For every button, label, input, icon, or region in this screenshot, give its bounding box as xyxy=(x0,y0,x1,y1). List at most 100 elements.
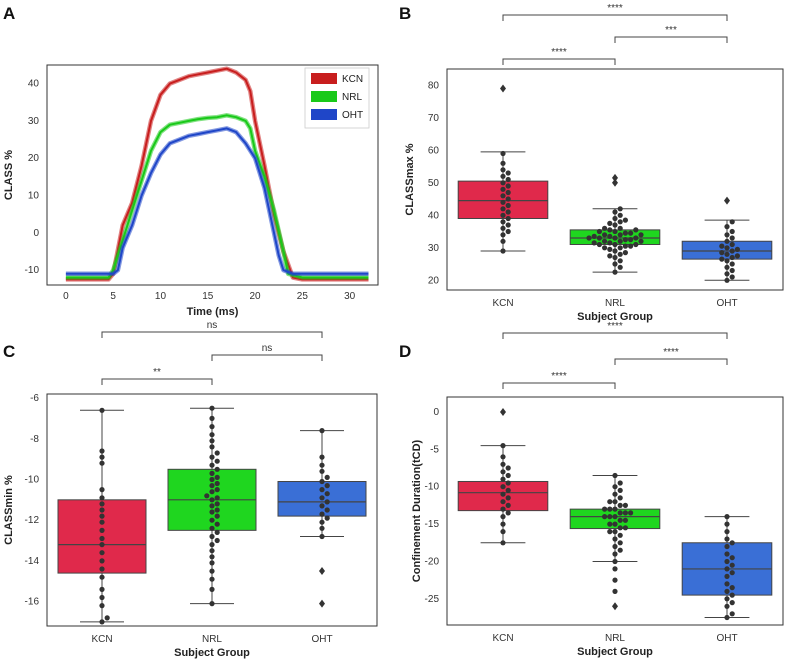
swarm-point-oht xyxy=(729,600,735,606)
swarm-point-kcn xyxy=(505,465,511,471)
swarm-point-nrl xyxy=(209,533,215,540)
swarm-point-nrl xyxy=(622,525,629,531)
y-tick-label-b: 80 xyxy=(428,80,440,91)
swarm-point-nrl xyxy=(612,536,618,542)
legend-swatch-oht xyxy=(311,109,337,120)
swarm-point-nrl xyxy=(209,483,215,489)
swarm-point-nrl xyxy=(209,454,215,460)
y-axis-label-a: CLASS % xyxy=(3,150,15,200)
swarm-point-oht xyxy=(324,507,330,513)
panel-label-d: D xyxy=(399,342,411,361)
swarm-point-kcn xyxy=(99,550,105,556)
swarm-point-kcn xyxy=(99,507,105,513)
swarm-point-nrl xyxy=(617,212,623,218)
swarm-point-nrl xyxy=(209,497,215,503)
swarm-point-oht xyxy=(729,555,735,561)
x-tick-label-kcn: KCN xyxy=(492,298,513,309)
swarm-point-kcn xyxy=(505,222,511,228)
swarm-point-nrl xyxy=(617,219,623,225)
swarm-point-nrl xyxy=(612,529,618,535)
swarm-point-kcn xyxy=(505,176,511,183)
swarm-point-nrl xyxy=(622,237,629,243)
swarm-point-nrl xyxy=(209,586,215,593)
swarm-point-kcn xyxy=(500,491,506,497)
significance-bracket-kcn-nrl xyxy=(502,58,616,65)
swarm-point-nrl xyxy=(209,554,215,560)
swarm-point-kcn xyxy=(500,225,506,231)
significance-label-nrl-oht: *** xyxy=(665,25,677,36)
swarm-point-nrl xyxy=(209,470,215,476)
significance-bracket-kcn-nrl xyxy=(101,378,213,385)
swarm-point-kcn xyxy=(505,495,511,501)
swarm-point-nrl xyxy=(617,540,623,546)
swarm-point-nrl xyxy=(607,499,613,505)
swarm-point-nrl xyxy=(209,601,215,607)
panel-label-c: C xyxy=(3,342,15,361)
swarm-point-nrl xyxy=(628,230,634,236)
y-tick-label-a: -10 xyxy=(25,265,40,276)
swarm-point-kcn xyxy=(505,480,511,486)
swarm-point-nrl xyxy=(596,235,603,241)
swarm-point-nrl xyxy=(622,243,629,249)
swarm-point-kcn xyxy=(500,150,506,157)
swarm-point-oht xyxy=(319,495,325,501)
legend-swatch-nrl xyxy=(311,91,337,102)
x-tick-label-oht: OHT xyxy=(311,634,332,645)
swarm-point-nrl xyxy=(209,415,215,421)
swarm-point-oht xyxy=(324,483,330,489)
x-tick-label-a: 30 xyxy=(344,291,356,302)
swarm-point-oht xyxy=(319,428,325,434)
swarm-point-nrl xyxy=(214,521,220,527)
y-axis-label-b: CLASSmax % xyxy=(404,143,416,215)
y-tick-label-d: -10 xyxy=(425,482,440,493)
significance-label-nrl-oht: ns xyxy=(262,343,273,354)
legend-label-nrl: NRL xyxy=(342,92,362,103)
swarm-point-kcn xyxy=(500,167,506,173)
swarm-point-oht xyxy=(729,261,735,267)
x-tick-label-a: 20 xyxy=(249,291,261,302)
swarm-point-nrl xyxy=(617,525,623,531)
significance-label-kcn-oht: **** xyxy=(607,321,623,332)
swarm-point-nrl xyxy=(617,532,623,538)
panel-label-a: A xyxy=(3,4,15,23)
swarm-point-kcn xyxy=(99,566,105,572)
swarm-point-oht xyxy=(719,256,725,262)
y-tick-label-c: -10 xyxy=(25,474,40,485)
x-tick-label-oht: OHT xyxy=(716,633,737,644)
swarm-point-nrl xyxy=(612,269,618,275)
swarm-point-kcn xyxy=(500,529,506,535)
swarm-point-oht xyxy=(724,558,730,565)
swarm-point-oht xyxy=(729,562,735,568)
swarm-point-oht xyxy=(729,274,735,280)
swarm-point-kcn xyxy=(500,469,506,475)
swarm-point-nrl xyxy=(617,495,623,501)
swarm-point-kcn xyxy=(500,540,506,546)
swarm-point-kcn xyxy=(500,476,506,482)
swarm-point-nrl xyxy=(612,209,618,215)
swarm-point-nrl xyxy=(612,215,618,222)
swarm-point-oht xyxy=(319,519,325,525)
significance-bracket-nrl-oht xyxy=(211,354,323,361)
y-tick-label-b: 70 xyxy=(428,113,440,124)
swarm-point-nrl xyxy=(209,424,215,430)
swarm-point-oht xyxy=(724,258,730,264)
swarm-point-nrl xyxy=(607,514,613,520)
y-tick-label-b: 50 xyxy=(428,178,440,189)
swarm-point-kcn xyxy=(99,460,105,466)
significance-label-kcn-nrl: **** xyxy=(551,47,567,58)
swarm-point-oht xyxy=(729,254,735,261)
significance-label-kcn-nrl: **** xyxy=(551,371,567,382)
swarm-point-kcn xyxy=(99,542,105,548)
swarm-point-nrl xyxy=(617,245,623,251)
swarm-point-nrl xyxy=(622,250,629,256)
swarm-point-nrl xyxy=(622,230,629,236)
swarm-point-oht xyxy=(724,588,730,595)
swarm-point-kcn xyxy=(99,519,105,525)
swarm-point-nrl xyxy=(628,510,634,516)
panel-label-b: B xyxy=(399,4,411,23)
x-tick-label-a: 0 xyxy=(63,291,69,302)
swarm-point-kcn xyxy=(505,472,511,479)
swarm-point-nrl xyxy=(612,228,618,235)
swarm-point-kcn xyxy=(505,170,511,176)
swarm-point-nrl xyxy=(607,521,613,527)
